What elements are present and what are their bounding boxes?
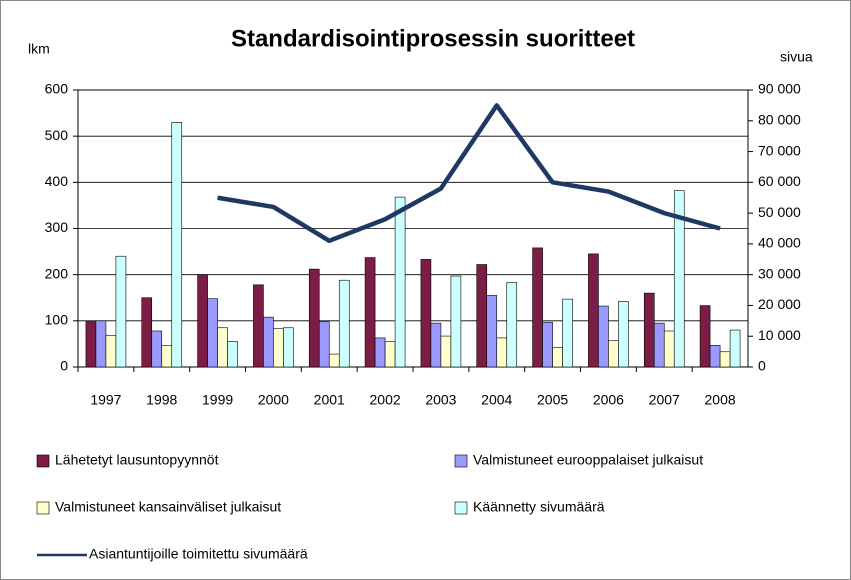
x-tick-label: 2002 — [370, 392, 401, 408]
legend-label: Valmistuneet kansainväliset julkaisut — [55, 499, 281, 515]
legend-swatch — [36, 454, 50, 468]
bar — [562, 298, 573, 368]
y-tick-label: 500 — [45, 127, 69, 143]
y2-tick-label: 0 — [758, 358, 766, 374]
legend-swatch — [454, 454, 468, 468]
x-tick-label: 2003 — [425, 392, 456, 408]
bar — [207, 298, 218, 368]
bar — [283, 327, 294, 368]
bar — [588, 253, 599, 368]
bar — [709, 345, 721, 368]
y2-axis-label: sivua — [780, 49, 813, 65]
bar — [450, 275, 462, 368]
y-tick-label: 200 — [45, 265, 69, 281]
x-tick-label: 1998 — [146, 392, 177, 408]
bar — [115, 255, 127, 368]
y-tick-label: 0 — [60, 358, 68, 374]
bar — [643, 292, 655, 368]
bar — [95, 320, 107, 368]
legend-label: Käännetty sivumäärä — [473, 499, 605, 515]
bar — [618, 301, 629, 368]
y2-tick-label: 80 000 — [758, 111, 801, 127]
chart-title: Standardisointiprosessin suoritteet — [231, 25, 635, 52]
bar — [506, 282, 518, 368]
y-axis-label: lkm — [28, 41, 50, 57]
bar — [328, 353, 340, 368]
bar — [85, 320, 97, 368]
bar — [253, 284, 264, 368]
bar — [486, 295, 498, 368]
bar — [729, 329, 741, 368]
bar — [384, 341, 396, 368]
bar — [532, 247, 543, 368]
bar — [673, 190, 685, 368]
legend-label: Lähetetyt lausuntopyynnöt — [55, 452, 219, 468]
x-tick-label: 2004 — [481, 392, 512, 408]
bar — [105, 335, 117, 368]
bar — [308, 268, 320, 368]
x-tick-label: 2000 — [258, 392, 289, 408]
bar — [719, 351, 731, 368]
bar — [217, 327, 228, 368]
x-tick-label: 2005 — [537, 392, 568, 408]
bar — [653, 322, 665, 368]
bar — [338, 279, 350, 368]
bar — [496, 337, 508, 368]
y2-tick-label: 50 000 — [758, 204, 801, 220]
x-tick-label: 2006 — [593, 392, 624, 408]
legend-swatch — [454, 501, 468, 515]
y2-tick-label: 30 000 — [758, 265, 801, 281]
legend-label: Valmistuneet eurooppalaiset julkaisut — [473, 452, 703, 468]
legend-label: Asiantuntijoille toimitettu sivumäärä — [89, 546, 308, 562]
bar — [263, 316, 274, 368]
bar — [420, 259, 432, 368]
y2-tick-label: 70 000 — [758, 142, 801, 158]
x-tick-label: 1997 — [90, 392, 121, 408]
y2-tick-label: 90 000 — [758, 81, 801, 97]
bar — [161, 345, 173, 368]
y2-tick-label: 40 000 — [758, 235, 801, 251]
bar — [440, 335, 452, 368]
bar — [542, 321, 553, 368]
bar — [608, 340, 619, 368]
bar — [394, 196, 406, 368]
x-tick-label: 1999 — [202, 392, 233, 408]
bar — [273, 328, 284, 368]
x-tick-label: 2008 — [705, 392, 736, 408]
bar — [227, 341, 238, 368]
x-tick-label: 2001 — [314, 392, 345, 408]
bar — [476, 264, 488, 368]
line — [217, 103, 721, 244]
bar — [197, 274, 208, 368]
y-tick-label: 600 — [45, 81, 69, 97]
bar — [141, 297, 153, 368]
bar — [699, 305, 711, 368]
bar — [318, 321, 330, 368]
bar — [430, 322, 442, 368]
bar — [598, 305, 609, 368]
y-tick-label: 100 — [45, 312, 69, 328]
y-tick-label: 400 — [45, 173, 69, 189]
bar — [171, 122, 183, 368]
bar — [552, 347, 563, 368]
y-tick-label: 300 — [45, 219, 69, 235]
bar — [151, 330, 163, 368]
bar — [364, 257, 376, 368]
y2-tick-label: 20 000 — [758, 296, 801, 312]
x-tick-label: 2007 — [649, 392, 680, 408]
bar — [374, 337, 386, 368]
y2-tick-label: 60 000 — [758, 173, 801, 189]
legend-swatch — [36, 501, 50, 515]
y2-tick-label: 10 000 — [758, 327, 801, 343]
bar — [663, 330, 675, 368]
